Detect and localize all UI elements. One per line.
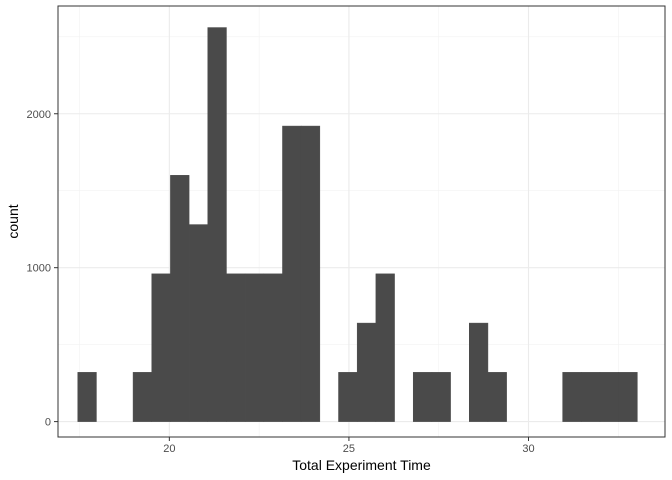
histogram-bar — [244, 273, 265, 422]
plot-border — [57, 5, 666, 438]
histogram-bar — [356, 322, 377, 422]
histogram-bar — [487, 372, 507, 422]
x-axis-title: Total Experiment Time — [292, 457, 431, 473]
histogram-bar — [375, 273, 395, 422]
histogram-bar — [207, 27, 227, 422]
x-tick-label: 30 — [522, 443, 534, 455]
histogram-bar — [188, 224, 209, 422]
y-axis-title: count — [5, 204, 21, 238]
histogram-bar — [263, 273, 283, 422]
x-tick-label: 25 — [343, 443, 355, 455]
histogram-bar — [77, 372, 97, 422]
histogram-bar — [151, 273, 171, 422]
x-tick-label: 20 — [163, 443, 175, 455]
histogram-bar — [170, 175, 190, 422]
axis-ticks: 20 25 30 0 1000 2000 — [27, 109, 535, 455]
histogram-bar — [562, 372, 582, 422]
histogram-bar — [338, 372, 358, 422]
y-tick-label: 1000 — [27, 263, 51, 275]
histogram-bar — [226, 273, 246, 422]
histogram-bar — [300, 125, 321, 422]
histogram-bar — [412, 372, 433, 422]
y-tick-label: 0 — [45, 417, 51, 429]
histogram-bar — [599, 372, 619, 422]
y-tick-label: 2000 — [27, 109, 51, 121]
histogram-bar — [469, 322, 489, 422]
histogram-bars — [77, 27, 638, 422]
histogram-bar — [618, 372, 638, 422]
histogram-bar — [581, 372, 601, 422]
histogram-bar — [282, 125, 302, 422]
histogram-bar — [132, 372, 152, 422]
histogram-bar — [431, 372, 451, 422]
